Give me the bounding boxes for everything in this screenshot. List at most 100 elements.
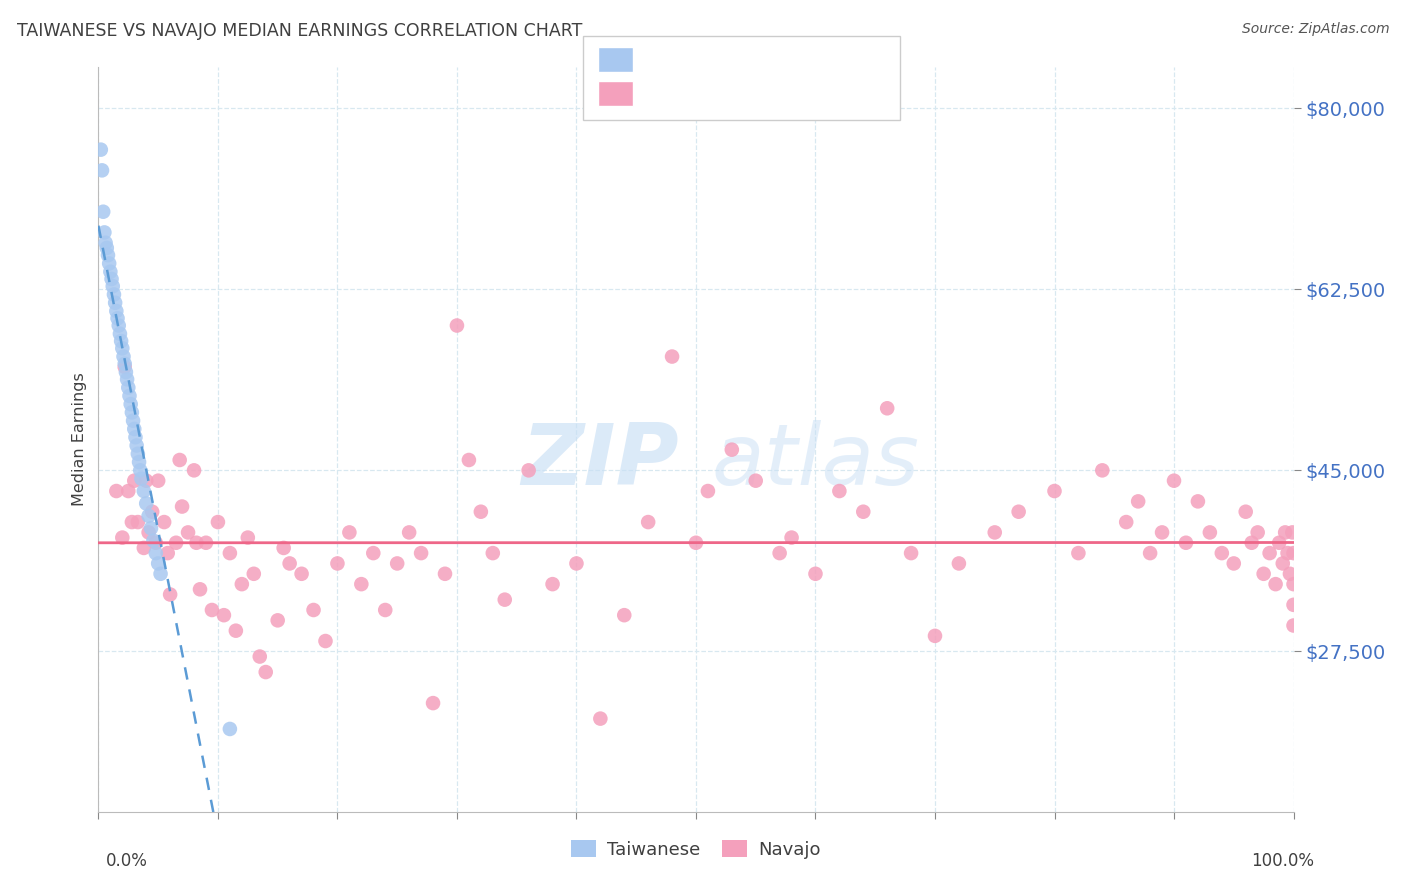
Point [315,634,337,648]
Point [156,546,179,560]
Point [141,505,163,519]
Point [541,577,564,591]
Point [1264,577,1286,591]
Text: -0.137: -0.137 [689,51,754,69]
Point [1271,557,1294,571]
Point [117,483,139,498]
Point [165,535,187,549]
Point [948,557,970,571]
Point [124,474,146,488]
Point [128,455,150,469]
Point [1258,546,1281,560]
Point [1282,598,1305,612]
Point [481,546,505,560]
Point [613,608,636,623]
Point [446,318,468,333]
Point [249,649,271,664]
Point [122,414,145,428]
Point [1128,494,1150,508]
Point [149,566,172,581]
Point [96,241,118,255]
Point [121,405,143,419]
Point [94,235,117,250]
Point [768,546,790,560]
Point [470,505,492,519]
Point [114,357,136,371]
Point [172,500,194,514]
Point [697,483,720,498]
Point [111,531,134,545]
Point [1163,474,1185,488]
Y-axis label: Median Earnings: Median Earnings [72,373,87,506]
Point [411,546,433,560]
Text: 106: 106 [820,85,858,103]
Point [139,521,162,535]
Text: R =: R = [647,85,686,103]
Point [131,472,153,486]
Point [105,304,128,318]
Point [91,204,114,219]
Point [589,712,612,726]
Point [91,163,114,178]
Point [385,557,409,571]
Point [207,515,229,529]
Point [145,535,167,549]
Point [1240,535,1263,549]
Point [127,515,149,529]
Point [107,311,129,326]
Point [1091,463,1114,477]
Point [924,629,946,643]
Text: 100.0%: 100.0% [1251,852,1315,870]
Point [1067,546,1090,560]
Point [804,566,827,581]
Point [326,557,349,571]
Point [1139,546,1161,560]
Text: TAIWANESE VS NAVAJO MEDIAN EARNINGS CORRELATION CHART: TAIWANESE VS NAVAJO MEDIAN EARNINGS CORR… [17,22,582,40]
Point [1043,483,1066,498]
Point [98,265,122,279]
Point [225,624,247,638]
Point [1274,525,1296,540]
Point [138,508,160,523]
Point [398,525,420,540]
Point [1247,525,1270,540]
Point [124,430,146,444]
Point [201,603,224,617]
Point [97,248,120,262]
Point [120,397,142,411]
Point [195,535,218,549]
Point [1281,525,1303,540]
Point [1234,505,1257,519]
Point [494,592,516,607]
Point [637,515,659,529]
Point [422,696,444,710]
Point [93,226,115,240]
Point [984,525,1007,540]
Point [565,557,588,571]
Point [1008,505,1031,519]
Point [1282,577,1305,591]
Point [107,318,129,333]
Point [186,535,208,549]
Point [231,577,253,591]
Point [685,535,707,549]
Point [135,496,157,510]
Point [127,447,149,461]
Point [125,438,148,452]
Point [132,483,155,498]
Point [212,608,235,623]
Point [434,566,457,581]
Point [117,381,139,395]
Point [254,665,277,679]
Point [900,546,922,560]
Point [135,474,157,488]
Point [1277,546,1299,560]
Point [291,566,314,581]
Point [1223,557,1246,571]
Point [517,463,540,477]
Point [103,287,125,301]
Point [153,515,176,529]
Point [118,389,141,403]
Point [852,505,875,519]
Point [374,603,396,617]
